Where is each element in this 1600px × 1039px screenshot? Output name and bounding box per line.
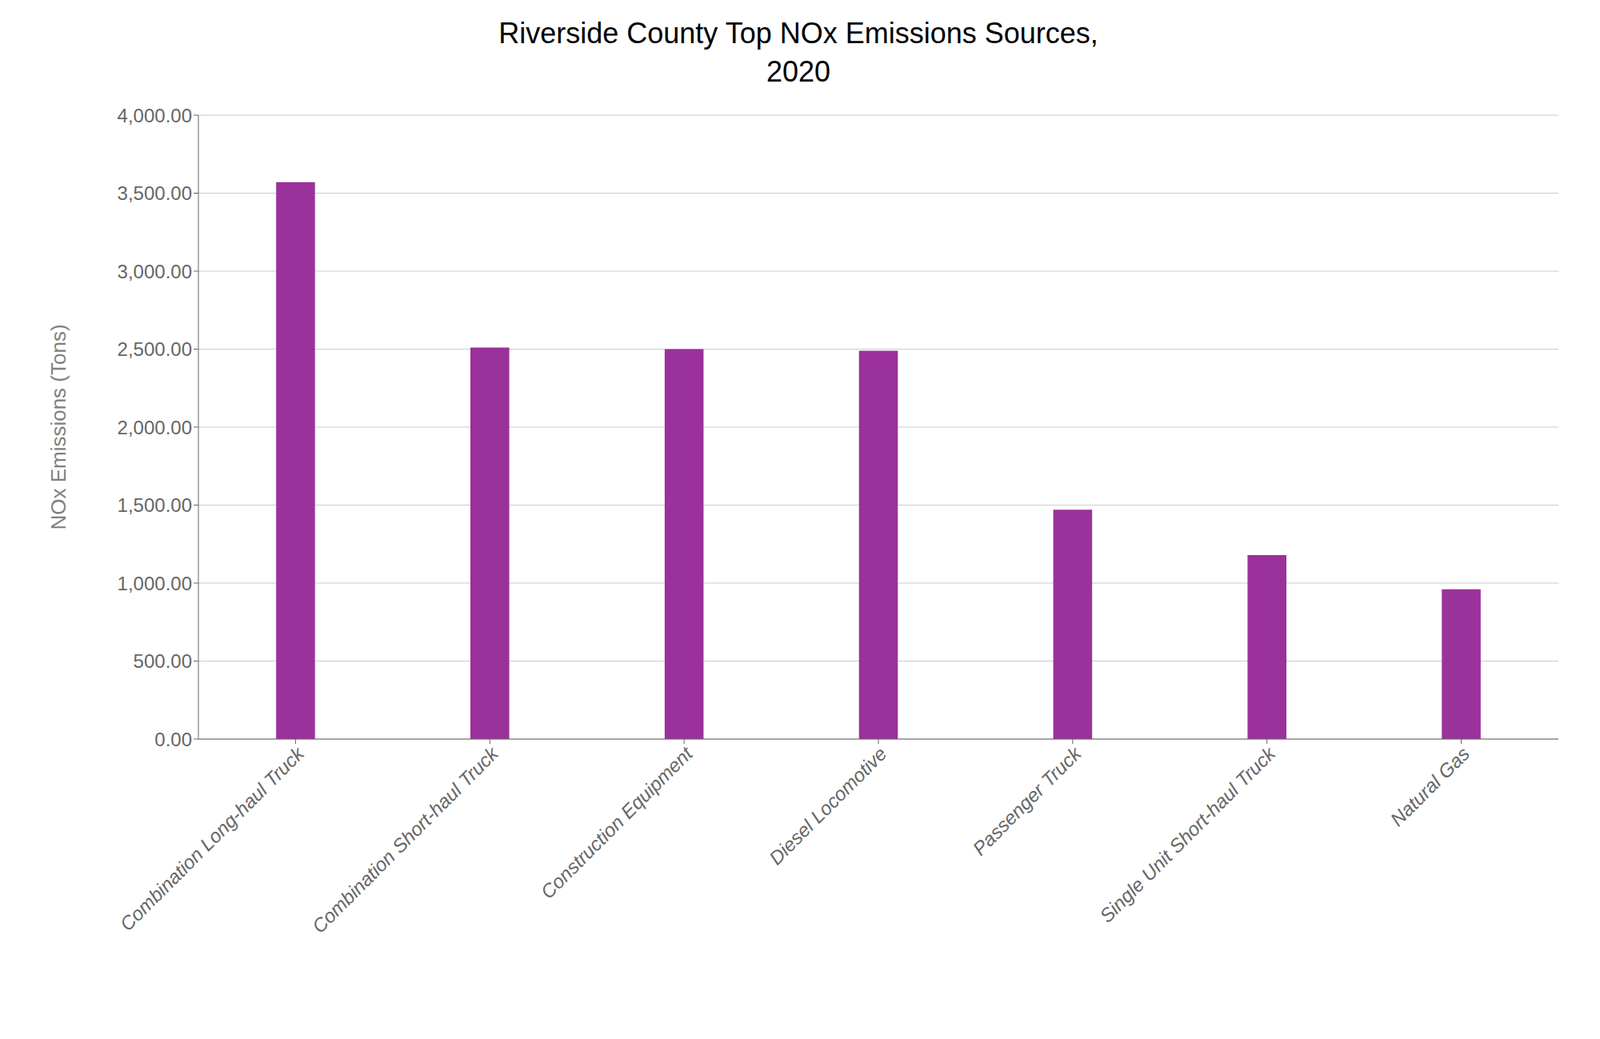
svg-text:1,500.00: 1,500.00 xyxy=(117,494,192,516)
svg-text:Single Unit Short-haul Truck: Single Unit Short-haul Truck xyxy=(1095,741,1280,927)
svg-text:Combination Long-haul Truck: Combination Long-haul Truck xyxy=(116,741,310,936)
svg-text:Combination Short-haul Truck: Combination Short-haul Truck xyxy=(308,741,504,938)
html-text:2020: 2020 xyxy=(766,55,831,88)
svg-text:0.00: 0.00 xyxy=(154,728,192,751)
svg-text:Construction Equipment: Construction Equipment xyxy=(536,742,698,904)
svg-text:Diesel Locomotive: Diesel Locomotive xyxy=(764,742,892,869)
svg-text:500.00: 500.00 xyxy=(133,650,192,672)
svg-text:2,500.00: 2,500.00 xyxy=(117,338,192,360)
svg-text:3,000.00: 3,000.00 xyxy=(117,260,192,283)
html-text:Riverside County Top NOx Emiss: Riverside County Top NOx Emissions Sourc… xyxy=(498,16,1099,50)
svg-text:1,000.00: 1,000.00 xyxy=(117,572,192,595)
svg-text:NOx Emissions (Tons): NOx Emissions (Tons) xyxy=(46,324,71,530)
svg-text:2,000.00: 2,000.00 xyxy=(117,416,192,439)
svg-text:Passenger Truck: Passenger Truck xyxy=(968,741,1087,860)
svg-text:3,500.00: 3,500.00 xyxy=(117,182,192,204)
svg-text:Natural Gas: Natural Gas xyxy=(1386,742,1475,831)
svg-text:4,000.00: 4,000.00 xyxy=(117,104,192,127)
